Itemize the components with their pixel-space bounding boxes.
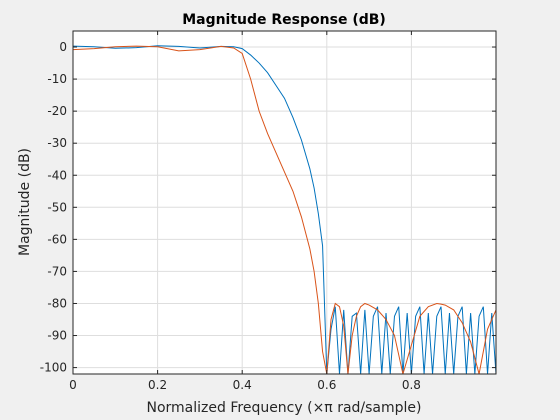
ticks: 0 0.2 0.4 0.6 0.8 0 -10 -20 -30 -40 -50 -60 -70 -80 -9… (40, 31, 496, 392)
series-line-1 (73, 45, 496, 374)
x-tick-label: 0.4 (233, 378, 252, 392)
y-tick-label: -80 (47, 296, 67, 310)
y-tick-label: -90 (47, 329, 67, 343)
x-tick-label: 0 (69, 378, 77, 392)
y-tick-label: -100 (40, 361, 67, 375)
y-tick-label: -10 (47, 72, 67, 86)
y-axis-label: Magnitude (dB) (17, 148, 33, 256)
plot-area (73, 31, 496, 374)
x-tick-label: 0.2 (148, 378, 167, 392)
y-tick-label: -50 (47, 200, 67, 214)
y-tick-label: -30 (47, 136, 67, 150)
y-tick-label: -20 (47, 104, 67, 118)
x-tick-label: 0.8 (402, 378, 421, 392)
axes-box (72, 30, 497, 375)
y-tick-label: -60 (47, 232, 67, 246)
y-tick-label: 0 (59, 40, 67, 54)
y-tick-label: -40 (47, 168, 67, 182)
chart-title: Magnitude Response (dB) (182, 12, 386, 28)
x-tick-label: 0.6 (317, 378, 336, 392)
x-axis-label: Normalized Frequency (×π rad/sample) (147, 400, 422, 416)
y-tick-label: -70 (47, 264, 67, 278)
series-layer (73, 45, 496, 374)
series-line-2 (73, 45, 496, 374)
grid (73, 31, 496, 374)
